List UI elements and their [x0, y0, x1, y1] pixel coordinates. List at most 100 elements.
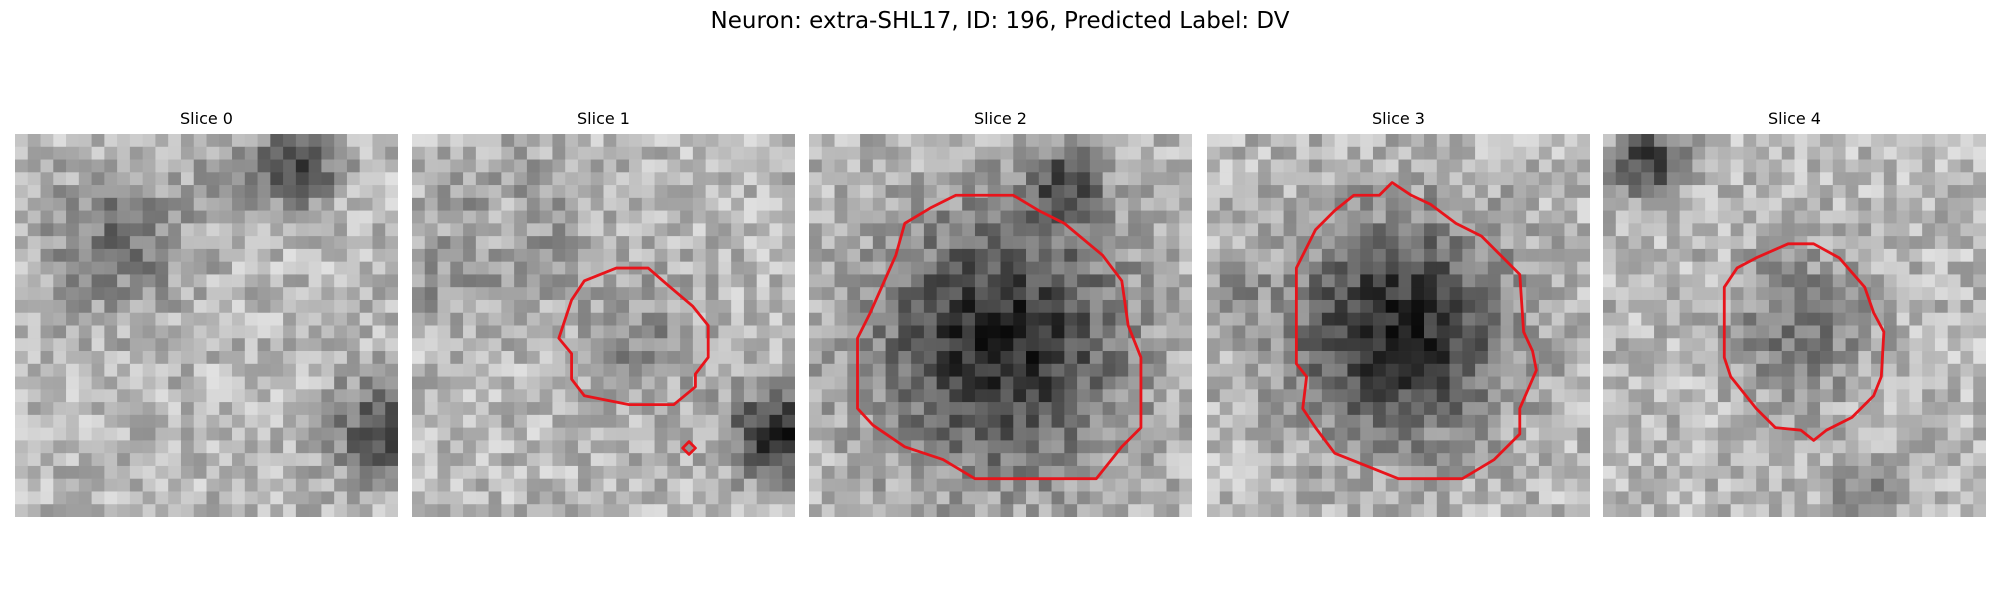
- pixel: [1462, 287, 1476, 301]
- pixel: [911, 197, 925, 211]
- pixel: [91, 261, 105, 275]
- pixel: [629, 159, 643, 173]
- pixel: [1922, 376, 1936, 390]
- pixel: [1398, 159, 1412, 173]
- pixel: [654, 299, 668, 314]
- pixel: [270, 376, 284, 390]
- pixel: [1768, 236, 1783, 250]
- pixel: [654, 376, 668, 390]
- pixel: [1077, 414, 1091, 429]
- pixel: [488, 325, 502, 339]
- pixel: [1270, 287, 1284, 301]
- pixel: [359, 440, 373, 454]
- pixel: [718, 363, 732, 377]
- pixel: [308, 159, 322, 173]
- pixel: [1411, 402, 1425, 416]
- pixel: [193, 414, 207, 429]
- pixel: [40, 287, 54, 301]
- pixel: [809, 427, 823, 441]
- pixel: [1832, 274, 1846, 288]
- pixel: [424, 478, 438, 492]
- pixel: [475, 402, 489, 416]
- pixel: [1296, 159, 1310, 173]
- pixel: [1283, 465, 1297, 480]
- pixel: [1219, 312, 1233, 326]
- pixel: [1153, 414, 1167, 429]
- pixel: [1179, 287, 1192, 301]
- pixel: [15, 248, 29, 263]
- pixel: [270, 465, 284, 480]
- pixel: [27, 453, 41, 467]
- pixel: [424, 210, 438, 224]
- pixel: [847, 414, 861, 429]
- pixel: [1064, 312, 1078, 326]
- pixel: [680, 491, 694, 505]
- pixel: [15, 440, 29, 454]
- pixel: [1692, 274, 1706, 288]
- pixel: [872, 312, 886, 326]
- pixel: [437, 491, 451, 505]
- pixel: [1934, 248, 1949, 263]
- pixel: [514, 210, 528, 224]
- pixel: [987, 363, 1001, 377]
- pixel: [372, 414, 386, 429]
- pixel: [847, 465, 861, 480]
- pixel: [1077, 504, 1091, 517]
- pixel: [1896, 236, 1910, 250]
- pixel: [1038, 440, 1052, 454]
- pixel: [1947, 134, 1961, 148]
- pixel: [412, 299, 426, 314]
- pixel: [641, 236, 655, 250]
- pixel: [923, 363, 938, 377]
- pixel: [1934, 236, 1949, 250]
- pixel: [860, 414, 874, 429]
- pixel: [1513, 465, 1527, 480]
- pixel: [936, 376, 950, 390]
- pixel: [232, 172, 246, 186]
- pixel: [539, 338, 553, 352]
- pixel: [1807, 223, 1821, 237]
- pixel: [334, 134, 348, 148]
- pixel: [641, 338, 655, 352]
- pixel: [1871, 248, 1885, 263]
- pixel: [1487, 389, 1502, 403]
- pixel: [334, 504, 348, 517]
- pixel: [1385, 299, 1399, 314]
- pixel: [872, 325, 886, 339]
- pixel: [283, 453, 297, 467]
- pixel: [1179, 134, 1192, 148]
- pixel: [1258, 248, 1272, 263]
- pixel: [847, 427, 861, 441]
- pixel: [1475, 210, 1489, 224]
- pixel: [1077, 351, 1091, 365]
- pixel: [155, 504, 169, 517]
- pixel: [1526, 414, 1540, 429]
- pixel: [257, 504, 271, 517]
- pixel: [450, 504, 464, 517]
- pixel: [488, 287, 502, 301]
- pixel: [1577, 427, 1590, 441]
- pixel: [104, 146, 118, 160]
- pixel: [1232, 223, 1246, 237]
- pixel: [911, 465, 925, 480]
- pixel: [1577, 223, 1590, 237]
- pixel: [40, 440, 54, 454]
- pixel: [1513, 223, 1527, 237]
- pixel: [1436, 363, 1450, 377]
- pixel: [514, 172, 528, 186]
- pixel: [321, 197, 335, 211]
- pixel: [743, 261, 758, 275]
- pixel: [769, 338, 783, 352]
- pixel: [1500, 159, 1514, 173]
- pixel: [1449, 491, 1463, 505]
- pixel: [1360, 197, 1374, 211]
- pixel: [1051, 248, 1065, 263]
- pixel: [334, 146, 348, 160]
- pixel: [1128, 261, 1142, 275]
- pixel: [1462, 172, 1476, 186]
- pixel: [168, 236, 182, 250]
- pixel: [1077, 478, 1091, 492]
- pixel: [1207, 504, 1221, 517]
- pixel: [359, 363, 373, 377]
- pixel: [142, 159, 156, 173]
